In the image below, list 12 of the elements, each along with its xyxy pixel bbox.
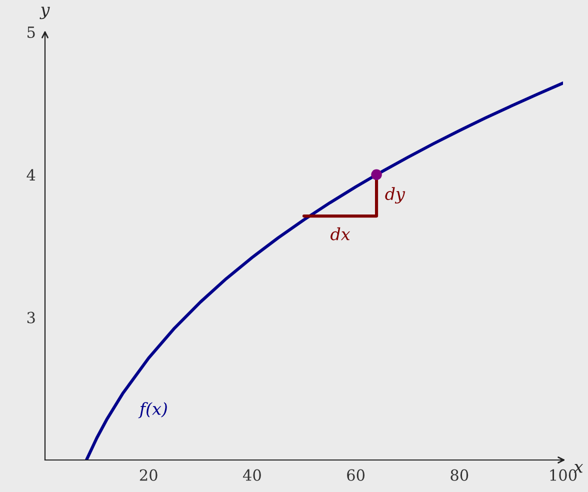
annotation: dy [385,187,406,204]
y-tick-label: 5 [28,26,35,38]
y-tick-label: 3 [27,312,35,324]
annotation: f(x) [138,402,167,418]
x-tick-label: 20 [140,469,158,481]
x-tick-label: 60 [347,469,365,481]
y-tick-label: 4 [26,169,36,180]
line-series [84,82,563,460]
annotation: dx [330,227,350,240]
x-tick-label: 40 [242,469,261,481]
y-axis-title: y [40,6,50,20]
x-tick-label: 80 [450,469,468,481]
